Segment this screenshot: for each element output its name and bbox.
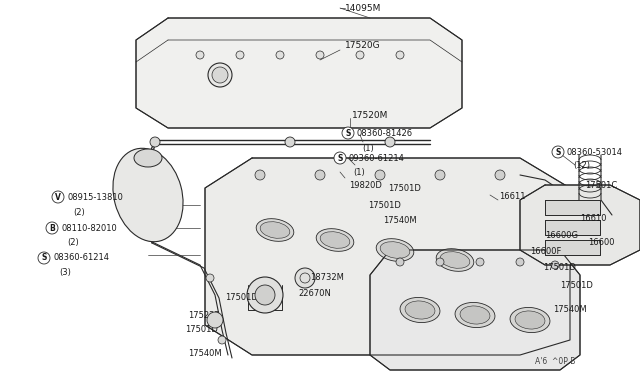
Ellipse shape — [400, 298, 440, 323]
Text: 08360-61214: 08360-61214 — [53, 253, 109, 263]
Text: 16610: 16610 — [580, 214, 607, 222]
Text: 16600: 16600 — [588, 237, 614, 247]
Circle shape — [236, 51, 244, 59]
Ellipse shape — [134, 149, 162, 167]
Circle shape — [276, 51, 284, 59]
Circle shape — [52, 191, 64, 203]
Circle shape — [206, 274, 214, 282]
Circle shape — [551, 261, 559, 269]
Circle shape — [436, 258, 444, 266]
Text: 19820D: 19820D — [349, 180, 382, 189]
Text: 17501D: 17501D — [368, 201, 401, 209]
Ellipse shape — [510, 307, 550, 333]
Circle shape — [247, 277, 283, 313]
Text: 08915-13810: 08915-13810 — [67, 192, 123, 202]
Polygon shape — [545, 200, 600, 215]
Ellipse shape — [460, 306, 490, 324]
Circle shape — [295, 268, 315, 288]
Text: B: B — [49, 224, 55, 232]
Circle shape — [385, 137, 395, 147]
Text: 17501D: 17501D — [543, 263, 576, 273]
Circle shape — [208, 63, 232, 87]
Text: (12): (12) — [573, 160, 590, 170]
Circle shape — [212, 67, 228, 83]
Polygon shape — [520, 185, 640, 265]
Ellipse shape — [113, 148, 183, 242]
Circle shape — [255, 170, 265, 180]
Text: S: S — [346, 128, 351, 138]
Circle shape — [218, 336, 226, 344]
Text: (2): (2) — [73, 208, 84, 217]
Polygon shape — [545, 240, 600, 255]
Ellipse shape — [436, 248, 474, 271]
Circle shape — [46, 222, 58, 234]
Text: 08360-81426: 08360-81426 — [357, 128, 413, 138]
Text: 08110-82010: 08110-82010 — [61, 224, 116, 232]
Text: 18732M: 18732M — [310, 273, 344, 282]
Text: 22670N: 22670N — [298, 289, 331, 298]
Ellipse shape — [405, 301, 435, 319]
Circle shape — [356, 51, 364, 59]
Text: 09360-61214: 09360-61214 — [349, 154, 405, 163]
Text: (1): (1) — [362, 144, 374, 153]
Ellipse shape — [320, 232, 350, 248]
Polygon shape — [136, 18, 462, 128]
Text: 17501D: 17501D — [225, 292, 258, 301]
Circle shape — [38, 252, 50, 264]
Ellipse shape — [380, 242, 410, 258]
Polygon shape — [545, 220, 600, 235]
Circle shape — [476, 258, 484, 266]
Text: A'6  ^0P B: A'6 ^0P B — [535, 357, 575, 366]
Circle shape — [207, 312, 223, 328]
Text: 17501D: 17501D — [185, 326, 218, 334]
Text: 17501D: 17501D — [560, 280, 593, 289]
Circle shape — [396, 51, 404, 59]
Circle shape — [552, 146, 564, 158]
Text: 16611: 16611 — [499, 192, 525, 201]
Circle shape — [255, 285, 275, 305]
Circle shape — [342, 127, 354, 139]
Text: S: S — [337, 154, 342, 163]
Ellipse shape — [316, 229, 354, 251]
Text: 17522F: 17522F — [188, 311, 220, 320]
Circle shape — [516, 258, 524, 266]
Text: 14095M: 14095M — [345, 3, 381, 13]
Circle shape — [196, 51, 204, 59]
Text: 17501D: 17501D — [388, 183, 421, 192]
Circle shape — [150, 137, 160, 147]
Circle shape — [315, 170, 325, 180]
Circle shape — [316, 51, 324, 59]
Text: 17520M: 17520M — [352, 110, 388, 119]
Text: 17501C: 17501C — [585, 180, 617, 189]
Circle shape — [285, 137, 295, 147]
Ellipse shape — [455, 302, 495, 328]
Text: 17520G: 17520G — [345, 41, 381, 49]
Circle shape — [495, 170, 505, 180]
Text: 08360-53014: 08360-53014 — [567, 148, 623, 157]
Text: 17540M: 17540M — [383, 215, 417, 224]
Text: 16600G: 16600G — [545, 231, 578, 240]
Text: (3): (3) — [59, 267, 71, 276]
Text: (1): (1) — [353, 167, 365, 176]
Text: 17540M: 17540M — [553, 305, 587, 314]
Circle shape — [375, 170, 385, 180]
Circle shape — [435, 170, 445, 180]
Circle shape — [334, 152, 346, 164]
Text: 17540M: 17540M — [188, 349, 221, 357]
Ellipse shape — [256, 219, 294, 241]
Polygon shape — [205, 158, 570, 355]
Ellipse shape — [260, 222, 290, 238]
Ellipse shape — [376, 239, 414, 261]
Ellipse shape — [515, 311, 545, 329]
Text: S: S — [556, 148, 561, 157]
Ellipse shape — [440, 252, 470, 268]
Polygon shape — [370, 250, 580, 370]
Circle shape — [396, 258, 404, 266]
Text: (2): (2) — [67, 237, 79, 247]
Text: S: S — [42, 253, 47, 263]
Text: V: V — [55, 192, 61, 202]
Text: 16600F: 16600F — [530, 247, 561, 257]
